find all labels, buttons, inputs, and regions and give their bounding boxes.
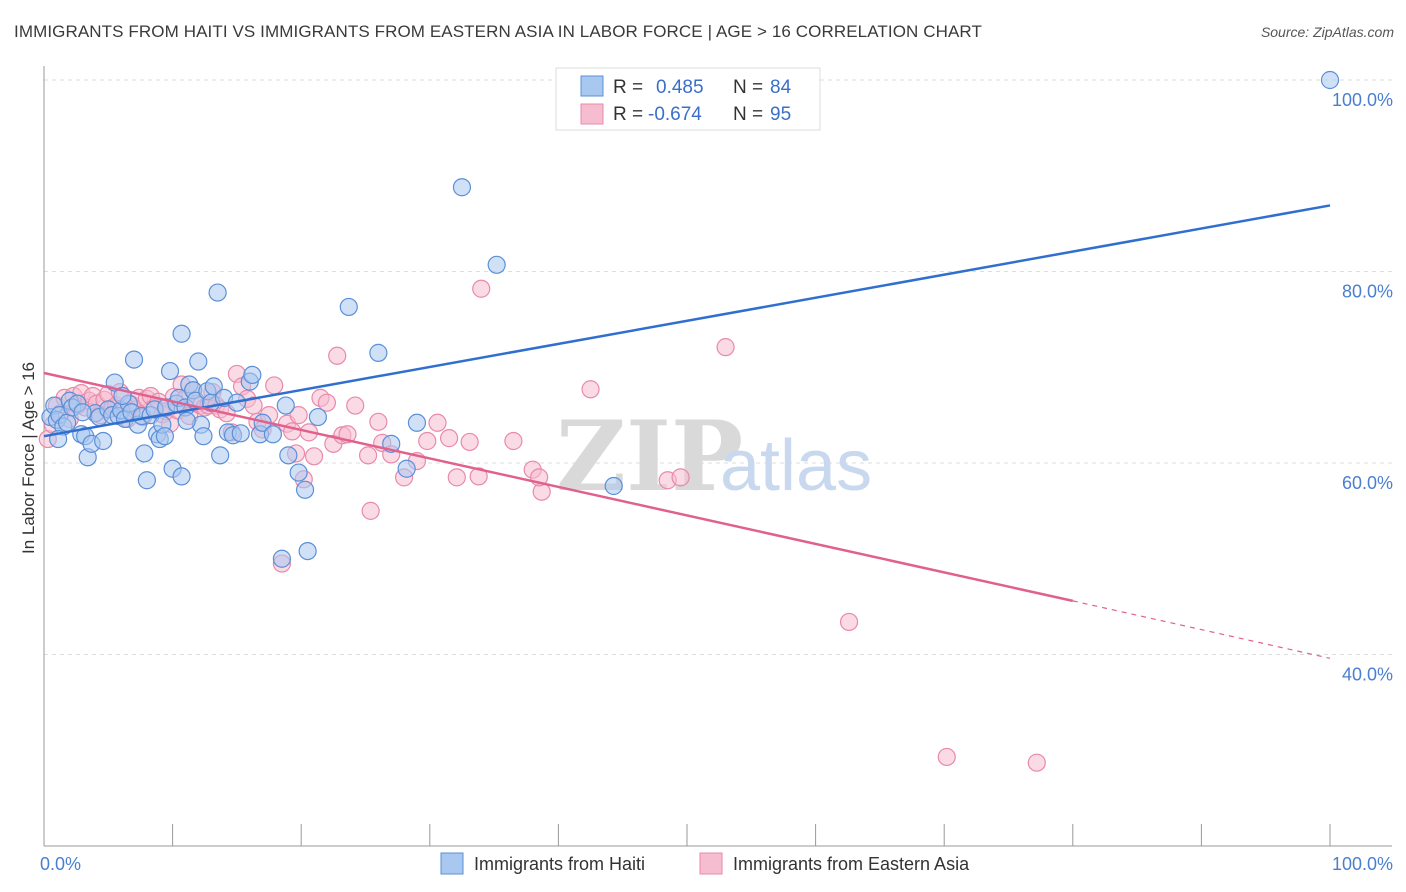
haiti-trend-line bbox=[43, 204, 1331, 438]
haiti-point bbox=[369, 343, 388, 362]
haiti-point bbox=[298, 541, 317, 561]
haiti-point bbox=[452, 178, 472, 197]
easia-trend-line bbox=[43, 371, 1074, 603]
easia-r-value: -0.674 bbox=[648, 104, 702, 125]
haiti-point bbox=[194, 427, 213, 446]
haiti-point bbox=[172, 324, 191, 343]
easia-point bbox=[671, 468, 690, 487]
y-tick-label: 80.0% bbox=[1342, 282, 1393, 302]
easia-point bbox=[358, 446, 378, 465]
haiti-point bbox=[308, 407, 328, 427]
easia-stat-swatch bbox=[580, 103, 604, 125]
easia-point bbox=[328, 346, 347, 365]
haiti-point bbox=[272, 549, 292, 568]
haiti-point bbox=[124, 350, 144, 369]
haiti-point bbox=[160, 361, 180, 381]
easia-point bbox=[439, 429, 459, 448]
easia-point bbox=[504, 431, 523, 451]
haiti-point bbox=[208, 283, 227, 302]
easia-point bbox=[418, 431, 437, 451]
haiti-point bbox=[231, 424, 250, 443]
easia-point bbox=[469, 467, 488, 486]
chart-title: IMMIGRANTS FROM HAITI VS IMMIGRANTS FROM… bbox=[14, 22, 982, 41]
haiti-n-value: 84 bbox=[770, 77, 792, 98]
legend: Immigrants from Haiti Immigrants from Ea… bbox=[440, 852, 970, 875]
haiti-point bbox=[94, 431, 113, 451]
legend-haiti-label: Immigrants from Haiti bbox=[474, 854, 645, 874]
easia-point bbox=[369, 412, 388, 431]
haiti-point bbox=[135, 444, 154, 463]
easia-n-label: N = bbox=[733, 104, 763, 125]
easia-point bbox=[1027, 753, 1046, 772]
haiti-point bbox=[397, 459, 416, 478]
haiti-point bbox=[211, 446, 230, 465]
easia-point bbox=[428, 413, 447, 432]
y-tick-labels: 100.0% 80.0% 60.0% 40.0% bbox=[1332, 90, 1393, 685]
easia-point bbox=[447, 468, 466, 487]
haiti-point bbox=[189, 352, 208, 371]
haiti-stat-swatch bbox=[580, 75, 604, 97]
haiti-point bbox=[204, 377, 223, 396]
haiti-r-label: R = bbox=[613, 77, 643, 98]
watermark: ZIP atlas bbox=[556, 400, 872, 513]
easia-r-label: R = bbox=[613, 104, 643, 125]
haiti-point bbox=[243, 365, 262, 385]
trend-lines bbox=[43, 204, 1331, 659]
stats-box: R = 0.485 N = 84 R = -0.674 N = 95 bbox=[555, 67, 821, 131]
grid-lines bbox=[44, 79, 1392, 655]
haiti-r-value: 0.485 bbox=[656, 77, 704, 98]
legend-easia-label: Immigrants from Eastern Asia bbox=[733, 854, 970, 874]
easia-point bbox=[716, 338, 735, 357]
haiti-point bbox=[295, 480, 315, 499]
easia-point bbox=[839, 612, 859, 632]
easia-point bbox=[460, 432, 479, 452]
haiti-point bbox=[279, 446, 298, 465]
x-tick-label: 100.0% bbox=[1332, 854, 1393, 874]
axes bbox=[43, 66, 1392, 847]
easia-n-value: 95 bbox=[770, 104, 791, 125]
legend-haiti-swatch bbox=[440, 852, 464, 875]
easia-point bbox=[289, 406, 308, 425]
haiti-point bbox=[263, 425, 283, 444]
haiti-point bbox=[339, 297, 358, 317]
haiti-point bbox=[58, 413, 77, 432]
haiti-point bbox=[289, 463, 308, 482]
haiti-point bbox=[407, 413, 427, 432]
haiti-point bbox=[276, 396, 295, 415]
x-tick-label: 0.0% bbox=[40, 854, 81, 874]
haiti-point bbox=[137, 471, 156, 490]
y-tick-label: 100.0% bbox=[1332, 90, 1393, 110]
easia-point bbox=[581, 380, 600, 399]
easia-points bbox=[38, 279, 1046, 772]
easia-point bbox=[304, 447, 324, 466]
haiti-point bbox=[155, 427, 174, 446]
x-tick-labels: 0.0% 100.0% bbox=[40, 854, 1393, 874]
easia-point bbox=[472, 279, 491, 298]
haiti-point bbox=[604, 476, 623, 496]
watermark-atlas: atlas bbox=[720, 426, 872, 506]
easia-point bbox=[346, 396, 365, 415]
legend-easia-swatch bbox=[699, 852, 723, 875]
y-tick-label: 60.0% bbox=[1342, 473, 1393, 493]
easia-point bbox=[937, 747, 956, 767]
source-label: Source: ZipAtlas.com bbox=[1260, 24, 1394, 40]
haiti-n-label: N = bbox=[733, 77, 763, 98]
haiti-point bbox=[487, 255, 506, 274]
haiti-point bbox=[1320, 70, 1340, 90]
haiti-point bbox=[172, 467, 191, 486]
haiti-point bbox=[73, 403, 92, 422]
haiti-point bbox=[177, 411, 196, 430]
y-axis-label: In Labor Force | Age > 16 bbox=[19, 362, 38, 554]
easia-trend-extension bbox=[1072, 600, 1331, 659]
easia-point bbox=[361, 501, 380, 520]
easia-point bbox=[265, 376, 284, 395]
watermark-zip: ZIP bbox=[556, 400, 743, 513]
y-tick-label: 40.0% bbox=[1342, 665, 1393, 685]
easia-point bbox=[317, 393, 337, 412]
